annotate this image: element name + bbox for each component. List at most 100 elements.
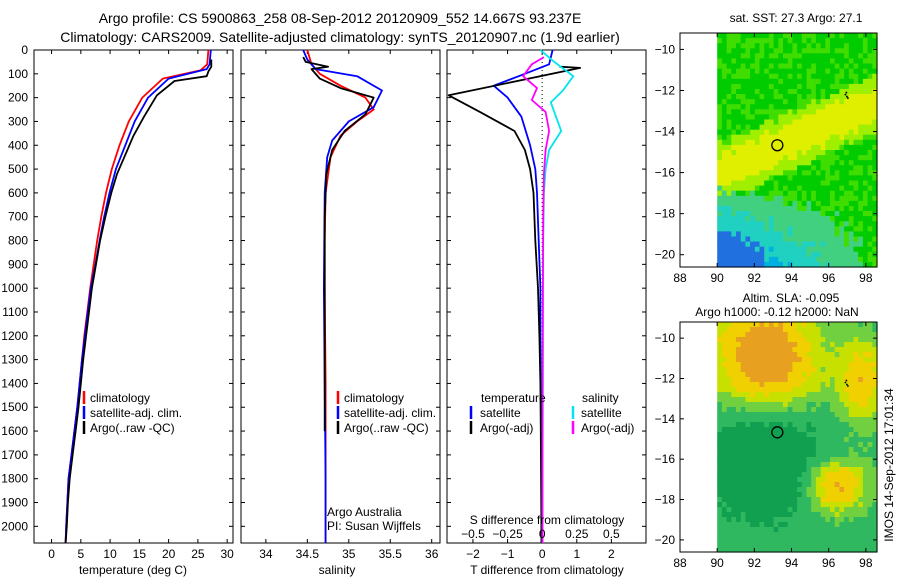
map-cell (858, 170, 864, 176)
map-cell (792, 522, 798, 528)
map-cell (834, 342, 840, 348)
map-cell (783, 467, 789, 473)
map-cell (778, 507, 784, 513)
map-cell (717, 542, 723, 548)
map-cell (811, 432, 817, 438)
map-cell (839, 492, 845, 498)
map-cell (830, 452, 836, 458)
map-cell (830, 432, 836, 438)
map-cell (848, 256, 855, 263)
map-cell (839, 517, 845, 523)
map-cell (731, 457, 737, 463)
map-cell (872, 392, 878, 398)
map-cell (825, 487, 831, 493)
map-cell (731, 139, 737, 146)
map-cell (825, 63, 831, 70)
map-cell (740, 190, 746, 197)
map-cell (858, 226, 864, 232)
map-cell (740, 357, 746, 363)
map-cell (830, 195, 836, 202)
map-cell (806, 68, 812, 75)
map-cell (872, 457, 878, 463)
map-cell (717, 342, 723, 348)
map-cell (872, 462, 878, 468)
map-cell (754, 211, 761, 217)
x-tick-label: 0 (48, 547, 55, 561)
map-cell (801, 332, 808, 338)
map-cell (721, 251, 728, 258)
map-cell (736, 63, 742, 70)
argo-track-marker (844, 91, 849, 99)
map-cell (844, 402, 850, 408)
map-cell (717, 63, 723, 70)
map-cell (848, 372, 855, 378)
map-cell (801, 33, 808, 39)
map-cell (872, 124, 878, 131)
map-cell (815, 216, 822, 222)
map-cell (844, 241, 850, 248)
map-cell (754, 327, 761, 333)
map-cell (750, 68, 756, 75)
map-cell (717, 256, 723, 263)
map-cell (792, 462, 798, 468)
map-cell (759, 352, 765, 358)
map-cell (745, 99, 751, 105)
map-cell (797, 124, 803, 131)
map-cell (872, 437, 878, 443)
map-cell (783, 537, 789, 543)
map-cell (853, 58, 859, 65)
map-cell (830, 221, 836, 227)
map-cell (867, 190, 873, 197)
map-cell (754, 68, 761, 75)
map-cell (764, 221, 770, 227)
map-cell (754, 467, 761, 473)
map-cell (745, 94, 751, 100)
map-cell (848, 427, 855, 433)
map-cell (773, 432, 779, 438)
map-cell (764, 83, 770, 90)
map-cell (778, 387, 784, 393)
map-cell (848, 382, 855, 388)
map-cell (797, 211, 803, 217)
map-cell (872, 185, 878, 192)
map-cell (717, 99, 723, 105)
map-cell (787, 507, 793, 513)
map-cell (768, 532, 775, 538)
map-cell (820, 347, 826, 353)
map-cell (858, 231, 864, 238)
map-cell (764, 134, 770, 141)
map-cell (867, 119, 873, 126)
map-cell (768, 462, 775, 468)
map-cell (768, 477, 775, 483)
map-cell (867, 58, 873, 65)
map-cell (783, 457, 789, 463)
map-cell (750, 33, 756, 39)
map-cell (867, 114, 873, 121)
map-cell (848, 170, 855, 176)
map-cell (797, 462, 803, 468)
map-cell (754, 185, 761, 192)
map-cell (740, 124, 746, 131)
map-cell (721, 417, 728, 423)
map-cell (834, 522, 840, 528)
map-cell (764, 392, 770, 398)
map-cell (745, 160, 751, 166)
map-cell (834, 175, 840, 182)
map-cell (825, 322, 831, 328)
map-cell (815, 532, 822, 538)
map-cell (750, 367, 756, 373)
map-cell (797, 322, 803, 328)
map-cell (834, 327, 840, 333)
map-cell (736, 452, 742, 458)
map-cell (853, 78, 859, 85)
map-cell (811, 119, 817, 126)
map-cell (773, 119, 779, 126)
map-cell (806, 134, 812, 141)
map-cell (839, 73, 845, 80)
map-cell (783, 139, 789, 146)
map-cell (768, 362, 775, 368)
map-cell (820, 452, 826, 458)
map-cell (848, 337, 855, 343)
salinity-difference-label: S difference from climatology (470, 513, 625, 527)
map-cell (839, 327, 845, 333)
